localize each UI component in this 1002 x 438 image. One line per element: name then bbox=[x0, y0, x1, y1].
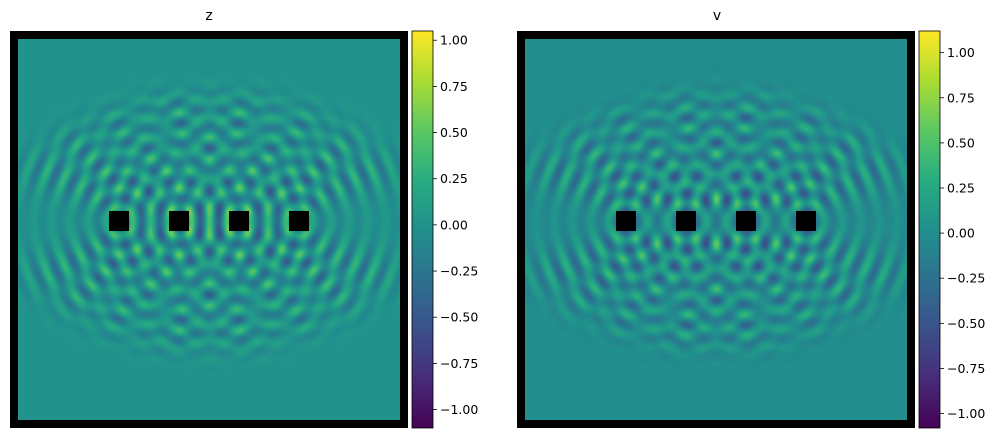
plot-title-v: v bbox=[712, 8, 722, 24]
colorbar-tick-label: 1.00 bbox=[440, 33, 468, 48]
obstacle-2 bbox=[676, 211, 696, 231]
colorbar-tick-label: −0.25 bbox=[947, 271, 985, 286]
heatmap-v bbox=[517, 31, 915, 428]
colorbar-gradient bbox=[411, 30, 434, 429]
colorbar-tick-label: 0.75 bbox=[440, 79, 468, 94]
colorbar-tick-label: 0.25 bbox=[440, 171, 468, 186]
colorbar-tick-label: 0.00 bbox=[947, 226, 975, 241]
obstacle-1 bbox=[109, 211, 129, 231]
obstacle-4 bbox=[289, 211, 309, 231]
colorbar-tick-label: 0.00 bbox=[440, 217, 468, 232]
plot-title-z: z bbox=[205, 8, 213, 24]
field-image bbox=[525, 39, 907, 420]
obstacle-3 bbox=[229, 211, 249, 231]
colorbar-tick-label: 1.00 bbox=[947, 45, 975, 60]
colorbar-tick-label: −0.75 bbox=[440, 356, 478, 371]
colorbar-tick-label: −0.75 bbox=[947, 361, 985, 376]
colorbar-tick-label: −0.25 bbox=[440, 264, 478, 279]
field-image bbox=[18, 39, 400, 420]
colorbar-tick-label: −0.50 bbox=[440, 310, 478, 325]
colorbar-tick-label: −0.50 bbox=[947, 316, 985, 331]
colorbar-tick-label: −1.00 bbox=[440, 402, 478, 417]
colorbar-gradient bbox=[918, 30, 941, 429]
colorbar-tick-label: 0.50 bbox=[947, 135, 975, 150]
colorbar-v: 1.00 0.75 0.50 0.25 0.00 −0.25 −0.50 −0.75 −1.00 bbox=[918, 30, 985, 429]
heatmap-z bbox=[10, 31, 408, 428]
colorbar-tick-label: 0.25 bbox=[947, 180, 975, 195]
obstacle-3 bbox=[736, 211, 756, 231]
colorbar-tick-label: 0.75 bbox=[947, 90, 975, 105]
obstacle-2 bbox=[169, 211, 189, 231]
colorbar-tick-label: −1.00 bbox=[947, 406, 985, 421]
colorbar-tick-label: 0.50 bbox=[440, 125, 468, 140]
obstacle-4 bbox=[796, 211, 816, 231]
obstacle-1 bbox=[616, 211, 636, 231]
colorbar-z: 1.00 0.75 0.50 0.25 0.00 −0.25 −0.50 −0.75 −1.00 bbox=[411, 30, 478, 429]
